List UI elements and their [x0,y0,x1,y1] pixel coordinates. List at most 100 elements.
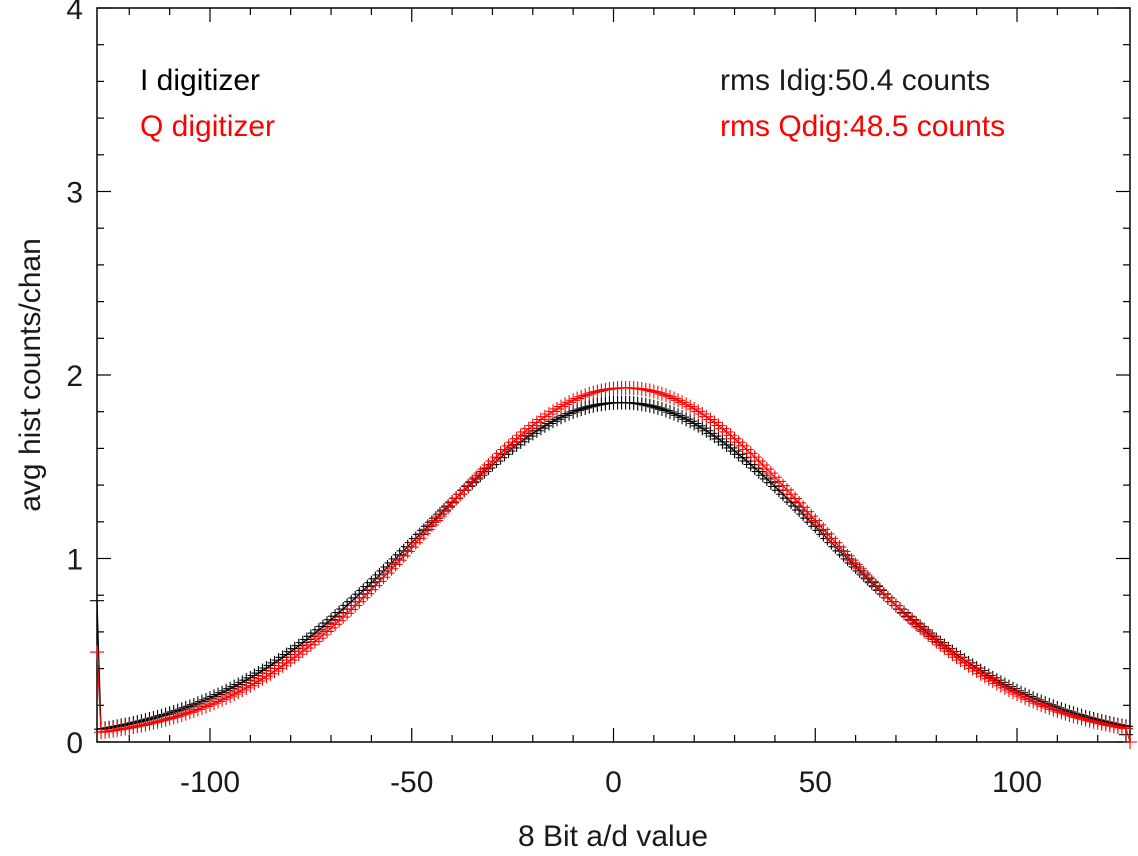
data-point [739,442,754,457]
data-point [320,624,334,639]
data-point [650,385,665,400]
data-point [634,397,649,412]
data-point [699,423,714,438]
data-point [933,637,948,652]
data-point [1030,696,1045,711]
data-point [731,435,746,450]
data-point [888,598,903,613]
data-point [945,647,960,662]
data-point [687,401,702,416]
data-point [243,678,258,693]
data-point [703,426,718,441]
data-point [1022,692,1037,707]
data-point [1066,709,1081,724]
data-point [905,613,920,628]
data-point [662,405,677,420]
data-point [545,404,560,419]
data-point [554,399,569,414]
data-point [646,399,661,414]
data-point [235,682,250,697]
data-point [578,400,593,415]
data-point [1074,711,1089,726]
data-point [1054,705,1069,720]
data-point [202,697,217,712]
data-point [586,385,601,400]
data-point [533,412,548,427]
data-point [558,397,573,412]
x-tick-labels: -100 -50 0 50 100 [180,766,1042,799]
y-tick-labels: 0 1 2 3 4 [66,0,83,760]
data-point [985,674,1000,689]
data-point [267,664,282,679]
x-tick-label: 50 [799,766,832,799]
data-point [489,450,504,465]
data-point [562,395,577,410]
data-point [186,703,201,718]
data-point [913,620,928,635]
data-point [251,674,266,689]
data-point [993,678,1008,693]
data-point [751,454,766,469]
data-point [755,458,770,472]
data-point [223,689,238,704]
data-point [747,450,762,465]
data-point [961,658,976,673]
data-point [683,399,698,414]
data-point [695,407,710,421]
data-point [642,383,657,398]
data-point [719,437,734,452]
data-point [348,598,363,613]
data-point [134,718,149,733]
data-point [658,388,673,403]
data-point [307,634,322,649]
data-point [517,424,532,439]
data-point [324,620,339,635]
data-point [1070,710,1085,725]
data-point [735,450,750,465]
data-point [295,644,310,659]
data-point [130,719,145,734]
data-point [513,428,528,443]
data-point [146,715,161,730]
data-point [654,386,669,401]
data-point [501,438,516,453]
data-point [122,720,137,735]
legend-q-digitizer: Q digitizer [140,110,275,143]
data-point [1050,703,1065,718]
data-point [198,699,213,714]
data-point [594,397,609,412]
data-point [1026,694,1041,709]
data-point [654,402,669,417]
x-tick-label: -100 [180,766,240,799]
data-point [360,586,375,601]
data-point [662,389,677,404]
data-point [207,696,222,711]
data-point [699,409,714,424]
data-point [953,653,968,668]
data-point [1118,721,1133,736]
data-point [630,396,645,411]
data-point [691,404,706,419]
data-point [275,658,290,673]
y-tick-label: 1 [66,544,83,577]
data-point [687,416,702,431]
data-point [925,631,940,646]
data-point [170,709,185,724]
rms-q-annotation: rms Qdig:48.5 counts [720,110,1005,143]
data-point [1082,713,1097,728]
data-point [683,414,698,429]
data-point [509,431,524,446]
data-point [735,438,750,453]
x-tick-label: 0 [605,766,622,799]
data-point [586,398,601,413]
data-point [158,712,173,727]
data-point [247,676,262,691]
y-tick-label: 3 [66,177,83,210]
data-point [638,382,653,397]
data-point [679,397,694,412]
data-point [215,692,230,707]
data-point [590,397,605,412]
data-point [921,627,936,642]
data-point [227,687,242,702]
data-point [332,613,347,628]
